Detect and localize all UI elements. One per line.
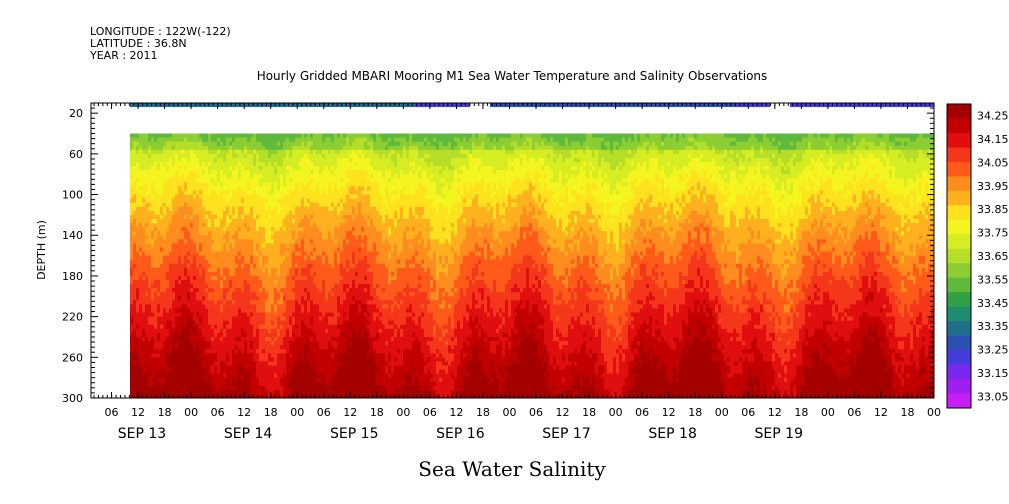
salinity-heatmap — [91, 103, 935, 399]
chart-title: Hourly Gridded MBARI Mooring M1 Sea Wate… — [257, 69, 768, 83]
header-year: YEAR : 2011 — [89, 49, 158, 62]
